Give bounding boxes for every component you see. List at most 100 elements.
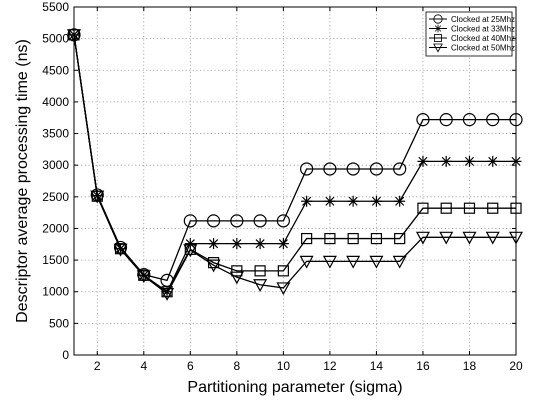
data-point-star: [208, 238, 220, 250]
y-tick-label: 0: [62, 348, 69, 362]
data-point-triangle-down: [485, 231, 500, 245]
x-tick-label: 18: [463, 359, 477, 373]
data-point-square: [394, 232, 406, 245]
y-tick-label: 3500: [42, 127, 69, 141]
x-tick-label: 12: [323, 359, 337, 373]
data-point-square: [487, 202, 499, 214]
data-point-circle: [369, 162, 384, 176]
data-point-triangle-down: [160, 288, 175, 301]
data-point-triangle-down: [322, 255, 337, 269]
series-markers-square: [68, 29, 522, 298]
data-point-triangle-down: [229, 271, 244, 285]
data-point-square: [370, 232, 383, 245]
data-point-star: [394, 195, 406, 207]
data-point-square: [463, 202, 476, 214]
legend-marker-circle: [433, 14, 443, 24]
data-point-circle: [323, 162, 337, 176]
data-point-circle: [276, 214, 290, 228]
x-tick-label: 4: [140, 359, 147, 373]
data-point-square: [231, 265, 243, 277]
x-tick-label: 8: [233, 359, 240, 373]
data-point-triangle-down: [439, 231, 454, 245]
data-point-star: [277, 238, 289, 250]
data-point-square: [138, 269, 150, 281]
x-tick-label: 2: [94, 359, 101, 373]
data-point-star: [184, 238, 196, 250]
data-point-circle: [439, 113, 453, 127]
y-axis-title: Descriptor average processing time (ns): [14, 39, 31, 323]
legend-marker-square: [434, 34, 442, 42]
data-point-triangle-down: [136, 270, 151, 284]
data-point-circle: [416, 113, 430, 127]
x-tick-label: 10: [277, 359, 291, 373]
y-tick-label: 500: [49, 316, 69, 330]
data-point-circle: [486, 113, 500, 127]
data-point-triangle-down: [299, 255, 314, 269]
data-point-star: [324, 195, 336, 207]
data-point-star: [254, 238, 266, 250]
legend-label: Clocked at 40Mhz: [451, 34, 515, 43]
x-axis-ticks: 2 4 6 8 10 12 14 16 18 20: [94, 7, 523, 373]
legend-item: Clocked at 40Mhz: [429, 34, 515, 43]
data-point-triangle-down: [462, 231, 477, 245]
data-point-star: [463, 155, 475, 167]
data-point-circle: [346, 162, 360, 176]
y-axis-ticks: 0 500 1000 1500 2000 2500 3000 3500 4000 4500 5000…: [42, 0, 516, 362]
data-point-square: [254, 265, 266, 277]
y-tick-label: 5500: [42, 0, 69, 14]
series-star: [73, 34, 516, 293]
data-point-square: [347, 232, 359, 245]
x-tick-label: 20: [509, 359, 523, 373]
data-point-square: [324, 232, 336, 245]
y-tick-label: 1000: [42, 285, 69, 299]
data-point-square: [277, 265, 289, 277]
series-markers-triangle-down: [66, 29, 524, 301]
x-tick-label: 16: [416, 359, 430, 373]
data-point-triangle-down: [183, 244, 198, 258]
data-point-triangle-down: [276, 282, 291, 296]
data-point-square: [161, 286, 173, 298]
legend-marker-triangle-down: [433, 43, 443, 53]
data-point-square: [301, 232, 313, 245]
data-point-square: [114, 243, 127, 255]
plot-frame: [73, 6, 517, 356]
data-point-triangle-down: [206, 259, 221, 273]
legend-item: Clocked at 25Mhz: [429, 14, 515, 24]
data-point-star: [440, 155, 452, 167]
data-point-triangle-down: [392, 255, 407, 269]
y-tick-label: 2000: [42, 221, 69, 235]
data-point-square: [184, 243, 196, 255]
data-point-star: [231, 238, 243, 250]
grid: [74, 6, 517, 356]
data-point-star: [417, 155, 429, 167]
y-tick-label: 4000: [42, 95, 69, 109]
data-point-star: [301, 195, 313, 207]
series-line: [73, 34, 516, 293]
data-point-circle: [230, 214, 244, 228]
y-tick-label: 4500: [42, 63, 69, 77]
data-point-circle: [253, 214, 267, 228]
series-line: [73, 34, 516, 293]
data-point-triangle-down: [113, 243, 128, 257]
data-point-circle: [393, 162, 407, 176]
data-point-star: [370, 195, 382, 207]
data-point-circle: [206, 214, 221, 228]
data-point-triangle-down: [346, 255, 361, 269]
series-markers-circle: [67, 28, 523, 287]
data-point-circle: [462, 113, 477, 127]
data-point-circle: [183, 214, 197, 228]
series-markers-star: [68, 29, 522, 298]
x-tick-label: 6: [187, 359, 194, 373]
series-group: [66, 28, 524, 301]
y-tick-label: 5000: [42, 32, 69, 46]
data-point-triangle-down: [369, 255, 384, 269]
data-point-triangle-down: [415, 231, 430, 245]
legend-item: Clocked at 50Mhz: [429, 44, 515, 53]
legend-label: Clocked at 33Mhz: [451, 25, 515, 34]
data-point-triangle-down: [90, 190, 105, 204]
data-point-circle: [300, 162, 314, 176]
y-tick-label: 3000: [42, 158, 69, 172]
x-tick-label: 14: [370, 359, 384, 373]
